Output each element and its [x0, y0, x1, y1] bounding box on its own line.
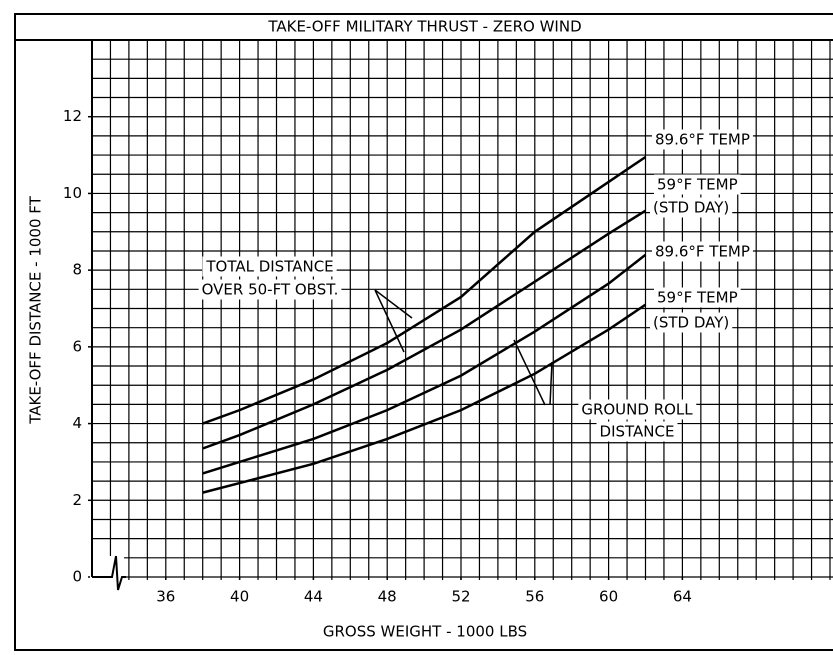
leader-line — [374, 289, 405, 353]
annotation: (STD DAY) — [653, 314, 729, 332]
y-tick-label: 12 — [63, 107, 82, 125]
y-tick-label: 0 — [72, 568, 82, 586]
axis-break — [92, 555, 126, 591]
series-line — [202, 253, 647, 475]
annotation: TOTAL DISTANCE — [205, 258, 333, 276]
annotation: DISTANCE — [600, 423, 675, 441]
annotation: OVER 50-FT OBST. — [202, 281, 339, 299]
annotation-bg — [198, 279, 342, 300]
annotation-bg — [596, 421, 678, 442]
y-axis-label: TAKE-OFF DISTANCE - 1000 FT — [27, 195, 45, 424]
series-label: 89.6°F TEMP — [655, 131, 750, 149]
annotation: (STD DAY) — [653, 199, 729, 217]
x-axis-label: GROSS WEIGHT - 1000 LBS — [323, 623, 527, 641]
x-tick-label: 36 — [156, 588, 175, 606]
series-line — [202, 209, 647, 450]
x-tick-label: 60 — [599, 588, 618, 606]
series-label-bg — [652, 129, 753, 150]
annotation: GROUND ROLL — [581, 401, 693, 419]
y-tick-label: 4 — [72, 414, 82, 432]
annotation-bg — [578, 399, 697, 420]
x-tick-label: 56 — [525, 588, 544, 606]
x-tick-label: 64 — [673, 588, 692, 606]
series-line — [202, 303, 647, 494]
x-tick-label: 48 — [378, 588, 397, 606]
y-tick-label: 2 — [72, 491, 82, 509]
series-label: 89.6°F TEMP — [655, 243, 750, 261]
series-label-bg — [654, 287, 741, 308]
annotation-bg — [202, 256, 337, 277]
y-tick-label: 6 — [72, 337, 82, 355]
leader-line — [513, 339, 546, 406]
series-label-bg — [654, 174, 741, 195]
leader-line — [374, 289, 413, 319]
series-label: 59°F TEMP — [657, 289, 738, 307]
y-tick-label: 10 — [63, 184, 82, 202]
x-tick-label: 52 — [451, 588, 470, 606]
series-label: 59°F TEMP — [657, 176, 738, 194]
x-tick-label: 40 — [230, 588, 249, 606]
annotation-bg — [650, 197, 733, 218]
series-line — [202, 155, 647, 425]
annotation-bg — [650, 312, 733, 333]
leader-line — [549, 361, 553, 406]
series-label-bg — [652, 241, 753, 262]
y-tick-label: 8 — [72, 261, 82, 279]
chart-title: TAKE-OFF MILITARY THRUST - ZERO WIND — [267, 18, 581, 36]
x-tick-label: 44 — [304, 588, 323, 606]
